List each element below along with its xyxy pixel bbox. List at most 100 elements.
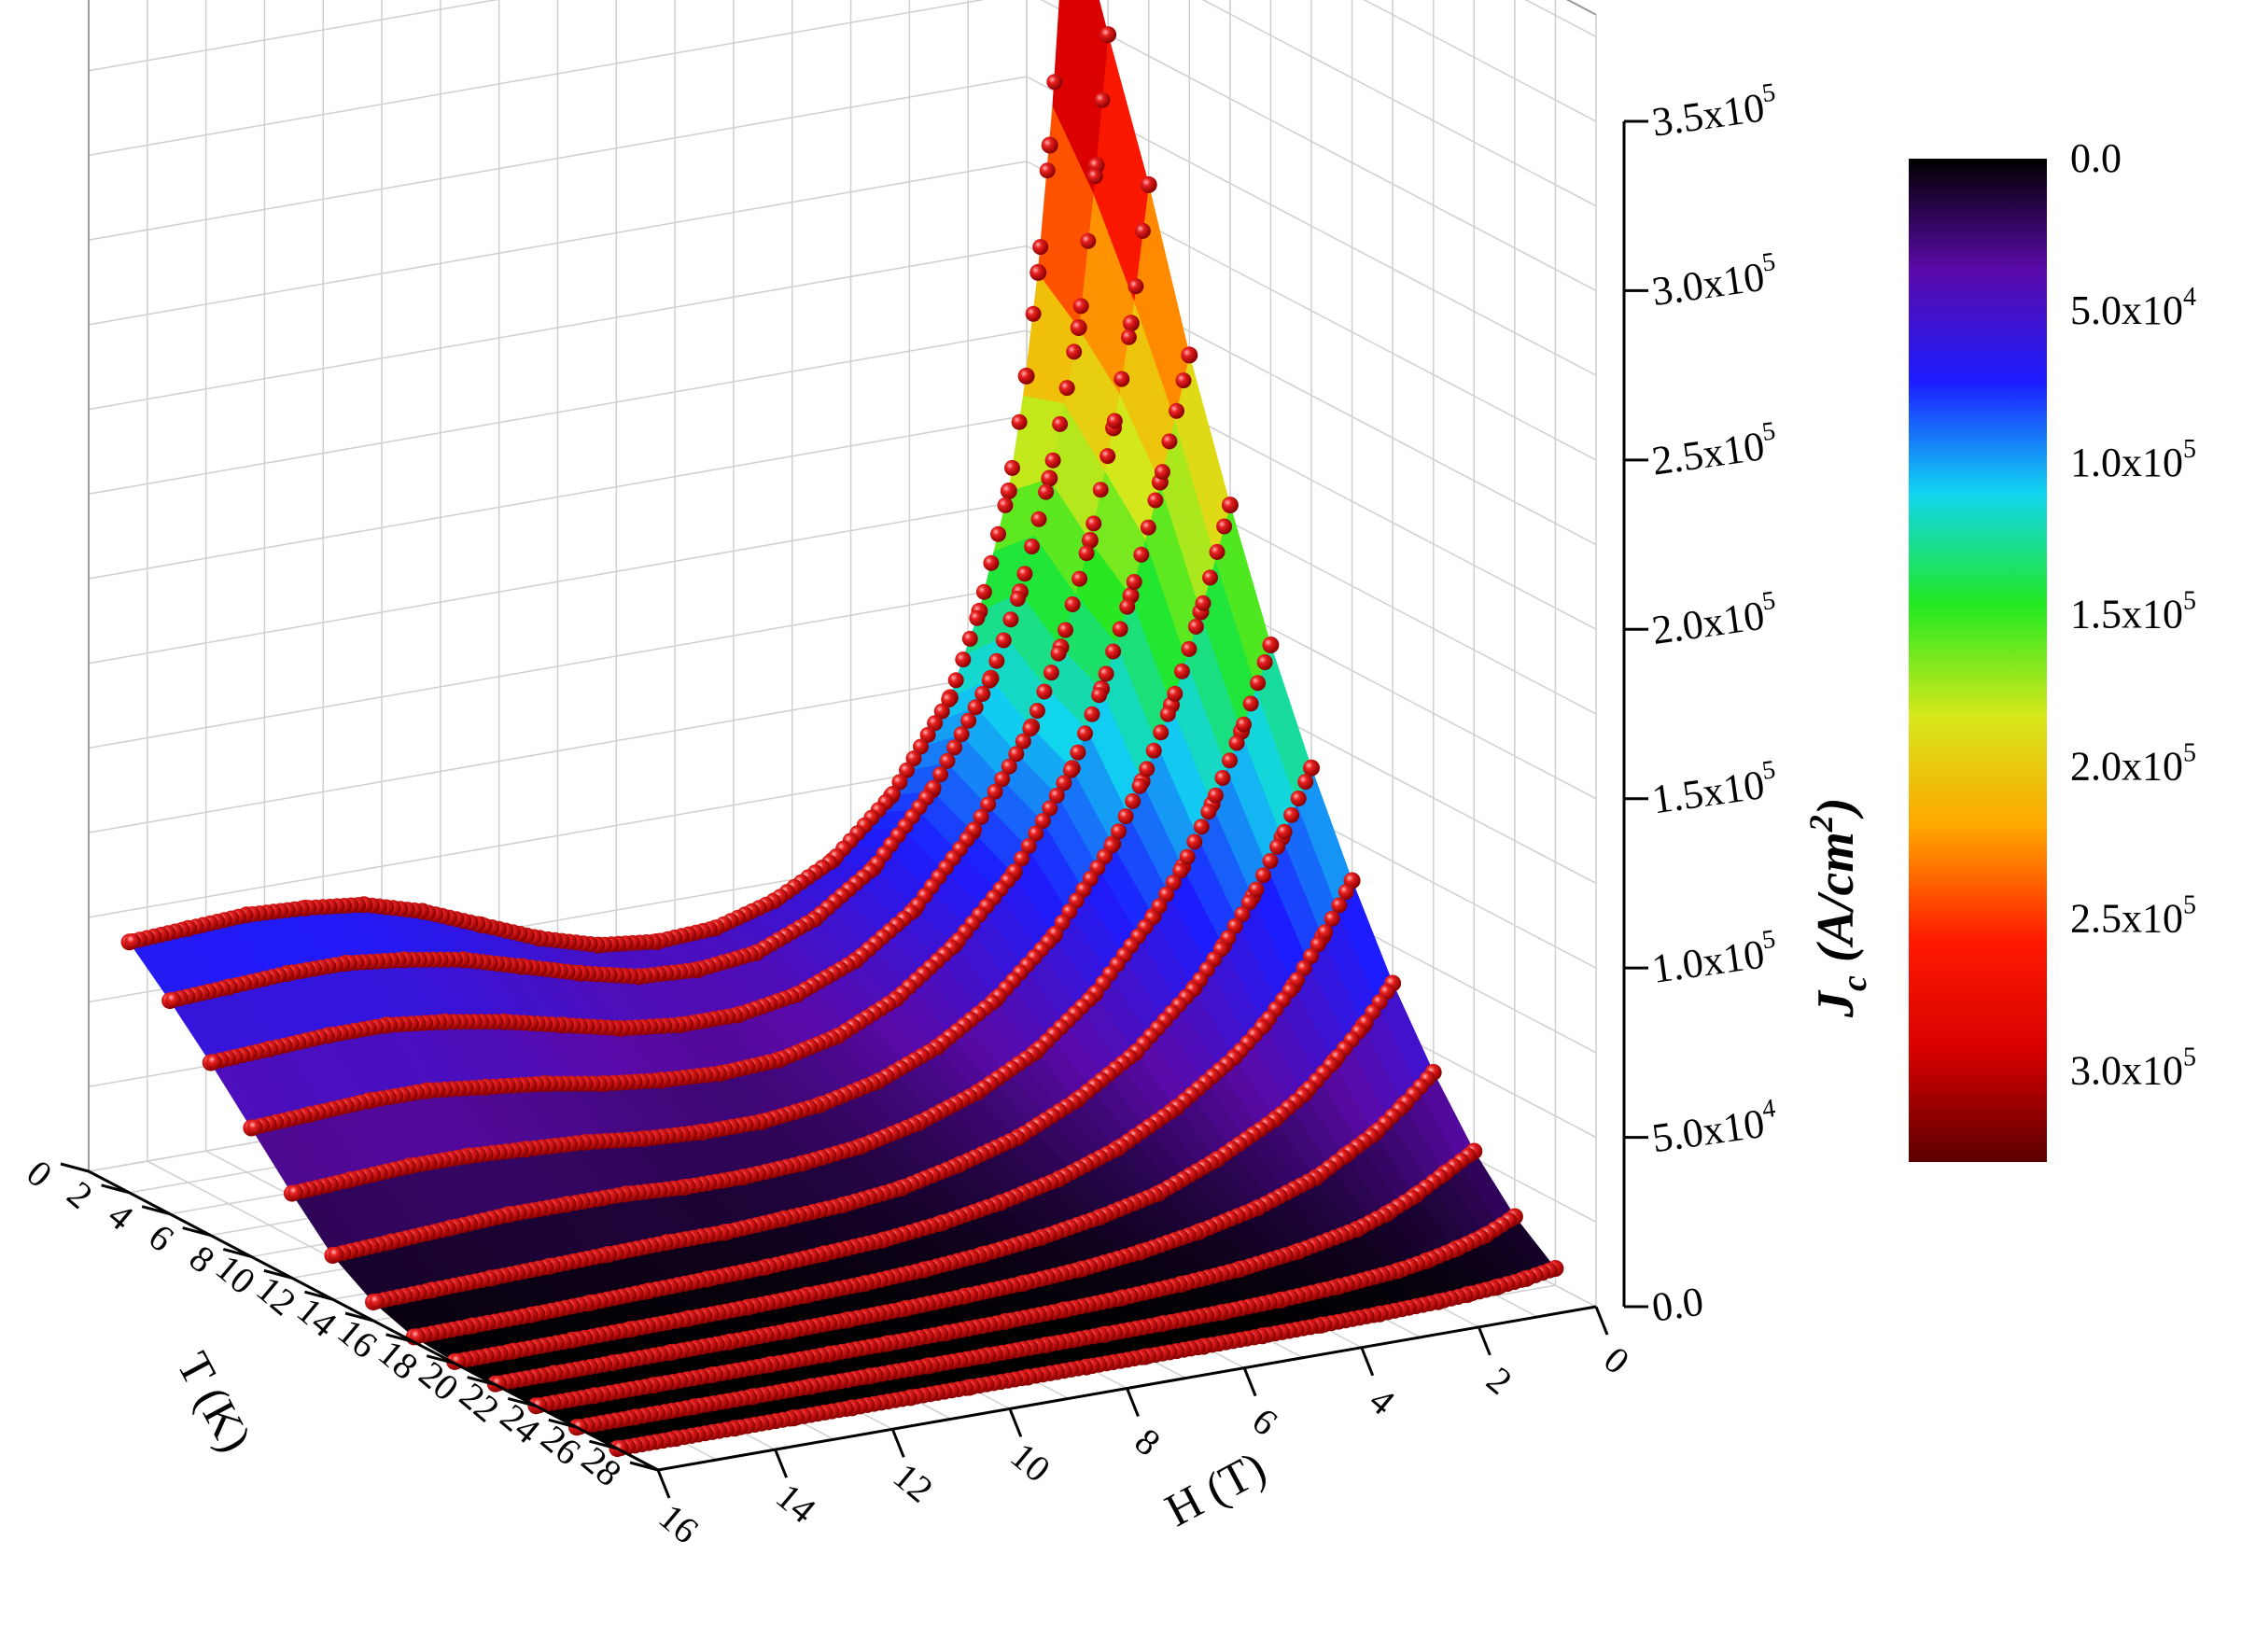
surface-patch xyxy=(1052,0,1109,194)
data-point xyxy=(1106,413,1123,429)
data-point xyxy=(1120,329,1137,345)
data-point xyxy=(973,808,989,825)
data-point xyxy=(1255,867,1271,884)
z-tick-label: 2.0x105 xyxy=(1648,586,1780,653)
data-point xyxy=(961,630,978,647)
colorbar-labels: 0.0 5.0x104 1.0x105 1.5x105 2.0x105 2.5x105 3.… xyxy=(2070,135,2196,1093)
data-point xyxy=(891,774,908,791)
data-point xyxy=(1240,894,1257,911)
data-point xyxy=(1091,687,1108,704)
data-point xyxy=(1126,574,1142,590)
data-point xyxy=(1248,881,1265,898)
colorbar-label: 5.0x104 xyxy=(2070,283,2196,333)
data-point xyxy=(1145,742,1162,759)
h-tick-label: 0 xyxy=(1596,1338,1637,1382)
data-point xyxy=(1202,569,1218,586)
data-point xyxy=(1122,315,1140,332)
data-point xyxy=(124,933,141,949)
data-point xyxy=(1228,735,1245,751)
data-point xyxy=(1085,515,1102,532)
grid-line xyxy=(1201,0,1597,207)
grid-line xyxy=(88,329,1028,496)
h-tick-label: 16 xyxy=(651,1495,707,1551)
colorbar-label: 1.0x105 xyxy=(2070,435,2196,485)
grid-line xyxy=(88,76,1028,241)
grid-line xyxy=(88,583,1028,749)
colorbar-label: 2.0x105 xyxy=(2070,739,2196,790)
data-point xyxy=(987,783,1003,800)
t-tick xyxy=(548,1418,578,1429)
y-axis-title: T (K) xyxy=(167,1344,262,1461)
data-point xyxy=(328,1246,344,1263)
grid-line xyxy=(88,245,1028,411)
data-point xyxy=(1159,706,1176,722)
data-point xyxy=(246,1119,263,1136)
data-point xyxy=(1317,924,1334,941)
data-point xyxy=(981,672,998,689)
data-point xyxy=(1234,906,1251,923)
h-tick xyxy=(1477,1326,1492,1356)
data-point xyxy=(1303,948,1320,964)
h-tick-label: 10 xyxy=(1002,1435,1058,1491)
data-point xyxy=(1070,744,1086,761)
h-tick xyxy=(1008,1407,1023,1437)
data-point xyxy=(1064,596,1081,612)
t-tick xyxy=(304,1290,333,1301)
data-point xyxy=(947,672,964,689)
h-tick-label: 8 xyxy=(1128,1420,1169,1463)
data-point xyxy=(1117,808,1134,825)
data-point xyxy=(990,525,1006,542)
data-point xyxy=(1020,838,1037,854)
data-point xyxy=(1009,591,1026,607)
data-markers xyxy=(120,26,1564,1458)
data-point xyxy=(1269,838,1286,855)
data-point xyxy=(939,752,956,769)
data-point xyxy=(1036,683,1053,700)
t-tick xyxy=(629,1461,659,1472)
data-point xyxy=(1153,724,1170,741)
z-tick-label: 1.5x105 xyxy=(1648,755,1780,822)
data-point xyxy=(369,1293,385,1309)
data-point xyxy=(1140,175,1157,193)
data-point xyxy=(960,712,977,729)
grid-line xyxy=(88,498,1028,665)
data-point xyxy=(1296,959,1312,976)
data-point xyxy=(1046,74,1063,91)
data-point xyxy=(1043,665,1059,681)
data-point xyxy=(983,554,1000,571)
data-point xyxy=(1077,725,1093,742)
h-tick-label: 2 xyxy=(1479,1359,1520,1403)
t-tick-label: 0 xyxy=(19,1152,60,1196)
data-point xyxy=(1002,611,1019,628)
data-point xyxy=(1071,570,1088,587)
data-point xyxy=(1092,482,1109,498)
data-point xyxy=(1056,775,1072,791)
data-point xyxy=(1165,875,1182,891)
z-tick-label: 0.0 xyxy=(1649,1279,1706,1331)
data-point xyxy=(1276,823,1293,840)
t-tick xyxy=(385,1333,414,1344)
h-tick xyxy=(1360,1347,1375,1377)
data-point xyxy=(1038,483,1055,500)
t-tick xyxy=(263,1268,293,1280)
data-point xyxy=(1134,222,1151,239)
h-tick xyxy=(774,1449,789,1478)
data-point xyxy=(946,739,963,756)
data-point xyxy=(1125,792,1142,809)
data-point xyxy=(1200,804,1217,820)
grid-line xyxy=(88,161,1028,326)
data-point xyxy=(997,497,1014,513)
data-point xyxy=(1154,464,1170,481)
h-tick xyxy=(1594,1306,1609,1336)
data-point xyxy=(1081,531,1099,549)
data-point xyxy=(1173,663,1190,679)
data-point xyxy=(1303,759,1320,777)
data-point xyxy=(1105,643,1122,660)
t-tick xyxy=(467,1376,497,1387)
data-point xyxy=(1052,415,1069,432)
z-tick-label: 5.0x104 xyxy=(1648,1094,1780,1161)
data-point xyxy=(1256,654,1273,670)
colorbar-gradient xyxy=(1909,159,2047,1162)
data-point xyxy=(1044,452,1061,469)
t-tick-label: 4 xyxy=(100,1194,141,1238)
